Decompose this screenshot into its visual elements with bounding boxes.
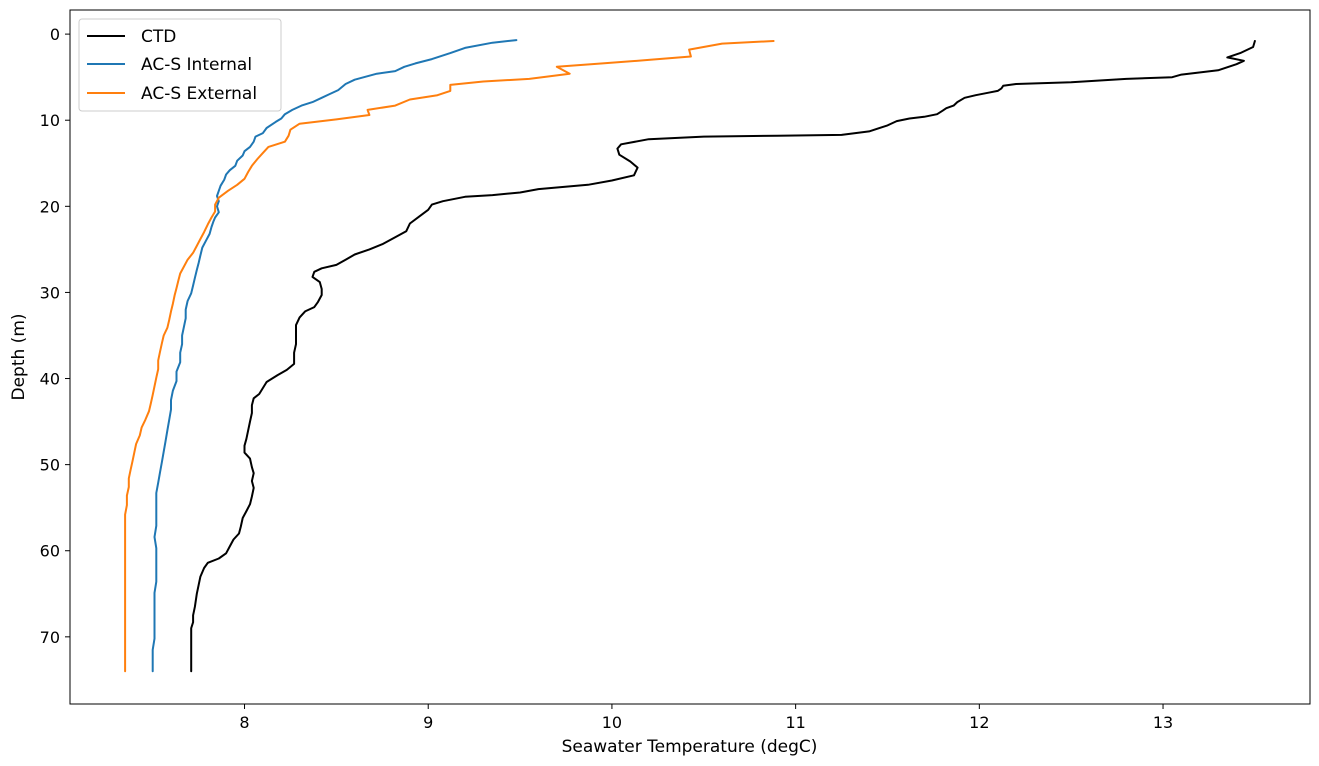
plot-background: [70, 10, 1310, 704]
y-tick-label: 50: [40, 456, 60, 475]
y-tick-label: 20: [40, 197, 60, 216]
x-tick-label: 9: [423, 713, 433, 732]
legend-frame: [78, 18, 282, 112]
legend-label-ctd: CTD: [141, 27, 176, 47]
y-axis-title: Depth (m): [9, 313, 29, 400]
y-tick-label: 60: [40, 542, 60, 561]
plot-frame: [69, 9, 1311, 705]
y-tick-label: 0: [50, 25, 60, 44]
x-tick-label: 8: [239, 713, 249, 732]
y-tick-label: 40: [40, 370, 60, 389]
series-line-ctd: [190, 40, 1256, 673]
x-tick-label: 13: [1153, 713, 1173, 732]
legend: CTD AC-S Internal AC-S External: [78, 18, 282, 112]
legend-label-acs-external: AC-S External: [141, 84, 257, 104]
x-tick-label: 10: [602, 713, 622, 732]
y-tick-label: 70: [40, 628, 60, 647]
x-tick-label: 11: [785, 713, 805, 732]
x-axis-title: Seawater Temperature (degC): [562, 737, 818, 757]
series-layer: [124, 39, 1256, 673]
y-axis: 0 10 20 30 40 50 60 70: [40, 25, 70, 647]
x-tick-label: 12: [969, 713, 989, 732]
y-tick-label: 10: [40, 111, 60, 130]
series-line-ac-s-external: [124, 40, 775, 673]
legend-label-acs-internal: AC-S Internal: [141, 55, 252, 75]
series-line-ac-s-internal: [151, 39, 518, 673]
x-axis: 8 9 10 11 12 13: [239, 704, 1173, 732]
y-tick-label: 30: [40, 283, 60, 302]
